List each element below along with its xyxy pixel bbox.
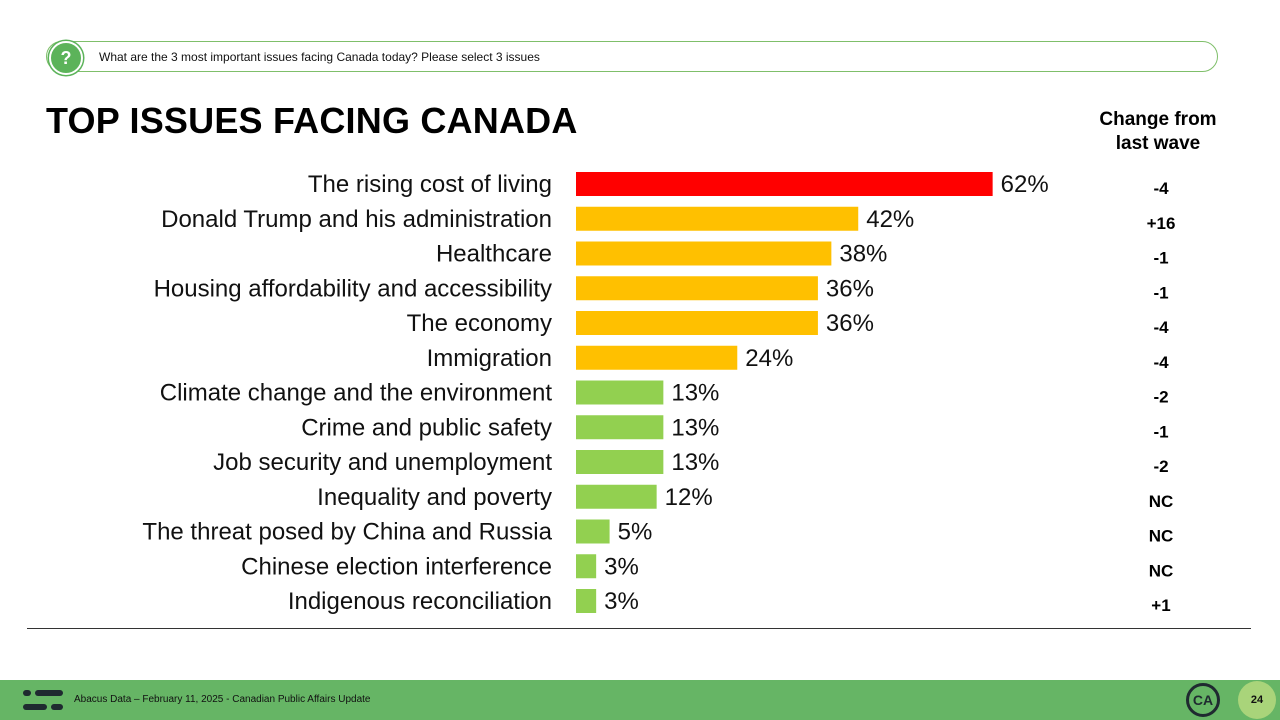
bar (576, 484, 657, 509)
category-label: Job security and unemployment (213, 449, 552, 476)
category-label: Indigenous reconciliation (288, 588, 552, 615)
bar (576, 519, 610, 544)
change-header-line1: Change from (1099, 109, 1217, 130)
bar (576, 345, 738, 370)
footer-text: Abacus Data – February 11, 2025 - Canadi… (74, 694, 371, 705)
bar (576, 311, 818, 335)
data-label: 62% (1001, 171, 1049, 198)
data-label: 3% (604, 588, 639, 615)
category-label: Immigration (427, 345, 552, 372)
data-label: 36% (826, 310, 874, 337)
bar (576, 276, 818, 301)
page-number: 24 (1238, 681, 1276, 719)
data-label: 13% (671, 449, 719, 476)
category-label: The economy (407, 310, 552, 337)
question-text: What are the 3 most important issues fac… (99, 50, 540, 64)
change-value: -1 (1153, 249, 1168, 268)
change-value: NC (1149, 492, 1174, 511)
bar-chart: The rising cost of living 62% -4 Donald Tru… (142, 171, 1176, 615)
change-value: -2 (1153, 388, 1168, 407)
category-label: Chinese election interference (241, 553, 552, 580)
bar (576, 554, 597, 579)
page-title: TOP ISSUES FACING CANADA (46, 100, 578, 141)
category-label: Healthcare (436, 241, 552, 268)
abacus-logo-icon (23, 690, 63, 710)
change-value: +1 (1151, 596, 1170, 615)
change-value: -4 (1153, 353, 1169, 372)
category-label: Housing affordability and accessibility (154, 275, 552, 302)
category-label: Crime and public safety (301, 414, 552, 441)
category-label: Climate change and the environment (160, 380, 553, 407)
data-label: 13% (671, 380, 719, 407)
bar (576, 415, 664, 440)
data-label: 42% (866, 206, 914, 233)
data-label: 13% (671, 414, 719, 441)
ca-logo-icon: CA (1186, 683, 1220, 717)
data-label: 24% (745, 345, 793, 372)
bar (576, 450, 664, 474)
question-bar: ? What are the 3 most important issues f… (46, 41, 1218, 75)
change-value: -4 (1153, 318, 1169, 337)
category-label: Inequality and poverty (317, 484, 552, 511)
change-value: -2 (1153, 457, 1168, 476)
change-value: +16 (1147, 214, 1176, 233)
bar (576, 380, 664, 405)
category-label: The threat posed by China and Russia (142, 519, 552, 546)
bar (576, 172, 993, 196)
change-value: NC (1149, 561, 1174, 580)
data-label: 38% (839, 241, 887, 268)
change-value: NC (1149, 527, 1174, 546)
data-label: 12% (665, 484, 713, 511)
footer: Abacus Data – February 11, 2025 - Canadi… (0, 680, 1280, 720)
bar (576, 589, 597, 613)
category-label: Donald Trump and his administration (161, 206, 552, 233)
bar (576, 241, 832, 266)
change-header: Change from last wave (1088, 108, 1228, 156)
chart-divider (27, 628, 1251, 629)
data-label: 5% (618, 519, 653, 546)
bar (576, 206, 859, 231)
data-label: 3% (604, 553, 639, 580)
change-header-line2: last wave (1115, 133, 1201, 154)
category-label: The rising cost of living (308, 171, 552, 198)
change-value: -1 (1153, 422, 1168, 441)
change-value: -4 (1153, 179, 1169, 198)
change-value: -1 (1153, 283, 1168, 302)
question-icon: ? (49, 41, 83, 75)
data-label: 36% (826, 275, 874, 302)
